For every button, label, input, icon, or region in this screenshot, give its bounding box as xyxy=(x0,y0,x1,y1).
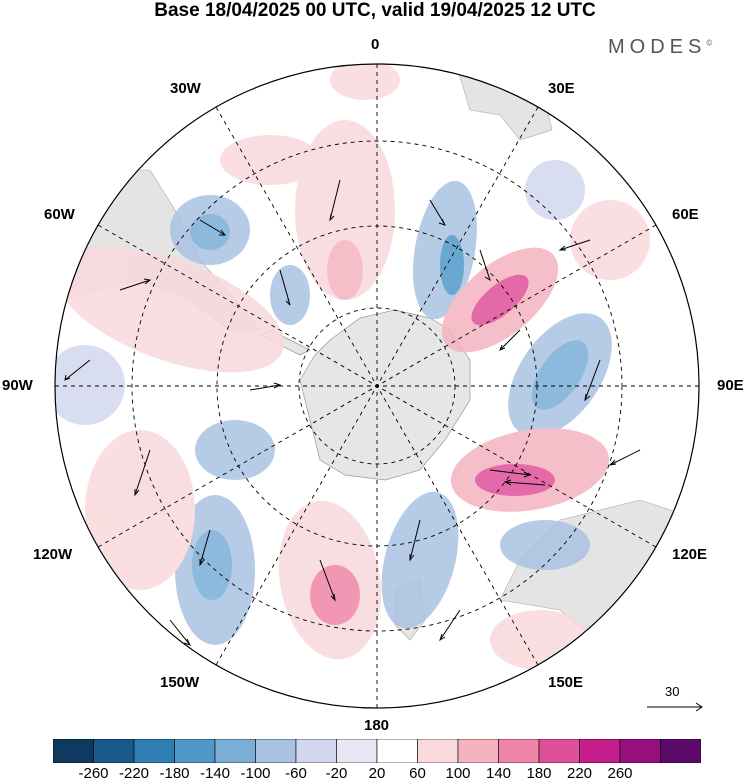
colorbar-swatch xyxy=(53,739,94,763)
colorbar-swatch xyxy=(619,739,661,763)
graticule xyxy=(55,64,699,708)
colorbar-tick-label: 100 xyxy=(445,765,471,782)
wind-vectors xyxy=(64,179,641,646)
anomaly-pos-0 xyxy=(295,120,395,300)
anomaly-neg-30e-core xyxy=(440,235,464,295)
lon-label-60w: 60W xyxy=(44,206,75,223)
colorbar-swatch xyxy=(457,739,499,763)
colorbar-swatch xyxy=(579,739,621,763)
colorbar-tick-label: 20 xyxy=(368,765,386,782)
colorbar xyxy=(53,739,701,763)
map-title: Base 18/04/2025 00 UTC, valid 19/04/2025… xyxy=(154,0,596,21)
anomaly-neg-120e xyxy=(500,520,590,570)
anomaly-pos-110w xyxy=(85,430,195,590)
anomaly-pos-160w-core xyxy=(310,565,360,625)
lon-label-90w: 90W xyxy=(2,377,33,394)
lon-label-180: 180 xyxy=(364,717,390,734)
reference-arrow-icon xyxy=(647,702,703,712)
anomaly-pos-45e-core xyxy=(471,274,529,326)
anomaly-neg-90w xyxy=(55,345,125,425)
colorbar-tick-label: -180 xyxy=(159,765,190,782)
colorbar-swatch xyxy=(538,739,580,763)
colorbar-swatch xyxy=(214,739,256,763)
antarctica-land xyxy=(299,309,471,481)
anomaly-neg-100w xyxy=(195,420,275,480)
brand-logo: MODES© xyxy=(608,36,712,59)
anomaly-neg-45w-core xyxy=(190,214,230,250)
colorbar-tick-label: -20 xyxy=(325,765,348,782)
anomaly-neg-35w xyxy=(270,265,310,325)
anomaly-pos-105e-core xyxy=(475,464,555,496)
colorbar-tick-label: -220 xyxy=(118,765,150,782)
anomaly-pos-15w xyxy=(220,135,320,185)
reference-vector-label: 30 xyxy=(665,684,680,699)
anomaly-neg-165e xyxy=(381,491,459,629)
map-border xyxy=(54,63,700,709)
colorbar-swatch xyxy=(93,739,135,763)
polar-map xyxy=(54,63,700,709)
colorbar-swatch xyxy=(133,739,175,763)
map-disc xyxy=(55,64,699,708)
colorbar-swatch xyxy=(295,739,337,763)
colorbar-swatch xyxy=(498,739,540,763)
brand-mark: © xyxy=(706,38,713,48)
lon-label-150w: 150W xyxy=(160,674,200,691)
anomaly-pos-0-core xyxy=(327,240,363,300)
colorbar-swatch xyxy=(174,739,216,763)
colorbar-tick-label: 260 xyxy=(607,765,633,782)
colorbar-tick-label: 180 xyxy=(526,765,552,782)
brand-text: MODES xyxy=(608,36,707,58)
colorbar-tick-label: 140 xyxy=(485,765,512,782)
colorbar-swatch xyxy=(336,739,378,763)
lon-label-120e: 120E xyxy=(672,546,708,563)
lon-label-150e: 150E xyxy=(548,674,584,691)
colorbar-tick-label: -100 xyxy=(240,765,271,782)
lon-label-60e: 60E xyxy=(672,206,699,223)
anomaly-pos-60e xyxy=(570,200,650,280)
colorbar-tick-label: -140 xyxy=(199,765,231,782)
anomaly-neg-60e-core xyxy=(531,340,589,410)
lon-label-90e: 90E xyxy=(717,377,744,394)
lon-label-0: 0 xyxy=(371,36,380,53)
colorbar-tick-label: 60 xyxy=(409,765,426,782)
colorbar-tick-label: -60 xyxy=(285,765,307,782)
colorbar-swatch xyxy=(255,739,297,763)
lon-label-120w: 120W xyxy=(33,546,73,563)
lon-label-30w: 30W xyxy=(170,80,201,97)
lon-label-30e: 30E xyxy=(548,80,575,97)
colorbar-tick-label: -260 xyxy=(78,765,109,782)
colorbar-tick-label: 220 xyxy=(566,765,593,782)
anomaly-pos-75w xyxy=(55,247,285,373)
anomaly-pos-near-0 xyxy=(330,64,400,100)
colorbar-swatch xyxy=(376,739,418,763)
colorbar-swatch xyxy=(660,739,701,763)
reference-vector: 30 xyxy=(645,684,705,714)
anomaly-neg-40e xyxy=(525,160,585,220)
anomaly-neg-135w-core xyxy=(192,530,232,600)
colorbar-swatch xyxy=(417,739,459,763)
